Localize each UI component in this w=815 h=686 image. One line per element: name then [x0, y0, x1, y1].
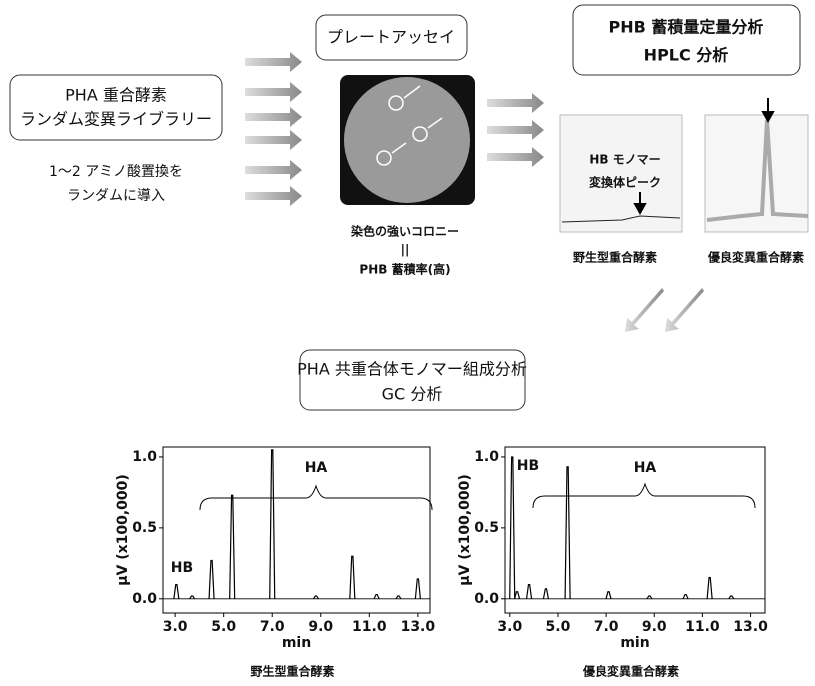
- y-tick-label: 0.5: [474, 520, 499, 536]
- peak: [270, 450, 275, 599]
- peak: [515, 592, 520, 599]
- y-tick-label: 0.5: [132, 520, 157, 536]
- gc-title: GC 分析: [382, 385, 443, 404]
- figure: PHA 重合酵素 ランダム変異ライブラリー 1～2 アミノ酸置換を ランダムに導…: [0, 0, 815, 686]
- x-tick-label: 3.0: [163, 619, 188, 635]
- plate-caption: PHB 蓄積率(高): [359, 262, 450, 277]
- hplc-title: PHB 蓄積量定量分析: [609, 18, 764, 37]
- x-tick-label: 11.0: [352, 619, 387, 635]
- hplc-caption: 優良変異重合酵素: [707, 250, 804, 265]
- x-tick-label: 9.0: [308, 619, 333, 635]
- y-axis-label: µV (x100,000): [457, 474, 473, 586]
- x-axis-label: min: [282, 635, 311, 651]
- x-tick-label: 3.0: [497, 619, 522, 635]
- chart-title: 野生型重合酵素: [250, 664, 334, 679]
- peak: [313, 596, 318, 599]
- x-tick-label: 11.0: [685, 619, 720, 635]
- peak: [190, 596, 195, 599]
- x-tick-label: 5.0: [546, 619, 571, 635]
- peak: [415, 579, 420, 599]
- hplc-caption: 野生型重合酵素: [573, 250, 657, 265]
- x-axis-label: min: [620, 635, 649, 651]
- x-tick-label: 5.0: [211, 619, 236, 635]
- y-tick-label: 0.0: [132, 591, 157, 607]
- peak: [527, 585, 532, 599]
- peak: [174, 585, 179, 599]
- plate-caption: 染色の強いコロニー: [350, 224, 459, 239]
- x-tick-label: 13.0: [733, 619, 768, 635]
- chart-title: 優良変異重合酵素: [582, 664, 679, 679]
- peak: [350, 556, 355, 599]
- peak: [565, 467, 570, 599]
- y-tick-label: 1.0: [132, 449, 157, 465]
- peak: [707, 578, 712, 599]
- peak: [729, 596, 734, 599]
- ha-bracket: [200, 486, 432, 510]
- peak: [209, 561, 214, 599]
- x-tick-label: 13.0: [401, 619, 436, 635]
- annotation: HA: [305, 460, 328, 476]
- annotation: HB: [171, 560, 193, 576]
- hplc-box: [573, 5, 800, 75]
- hplc-image: [560, 115, 682, 232]
- peak: [606, 592, 611, 599]
- annotation: HB: [517, 458, 539, 474]
- peak: [396, 596, 401, 599]
- peak: [510, 457, 515, 599]
- hplc-peak-label: HB モノマー: [589, 153, 660, 167]
- peak: [543, 589, 548, 599]
- y-tick-label: 0.0: [474, 591, 499, 607]
- hplc-title: HPLC 分析: [644, 46, 729, 65]
- y-tick-label: 1.0: [474, 449, 499, 465]
- library-note: 1～2 アミノ酸置換を: [49, 164, 183, 180]
- peak: [647, 596, 652, 599]
- peak: [374, 595, 379, 599]
- hplc-peak-label: 変換体ピーク: [589, 175, 661, 190]
- plate-caption: ||: [401, 243, 410, 257]
- peak: [230, 495, 235, 599]
- annotation: HA: [634, 460, 657, 476]
- peak: [683, 595, 688, 599]
- plot-frame: [163, 447, 430, 613]
- gc-title: PHA 共重合体モノマー組成分析: [297, 360, 527, 379]
- plate-title: プレートアッセイ: [327, 28, 455, 47]
- x-tick-label: 7.0: [594, 619, 619, 635]
- x-tick-label: 7.0: [260, 619, 285, 635]
- x-tick-label: 9.0: [642, 619, 667, 635]
- y-axis-label: µV (x100,000): [115, 474, 131, 586]
- library-note: ランダムに導入: [67, 188, 165, 204]
- library-title: ランダム変異ライブラリー: [20, 110, 212, 129]
- library-title: PHA 重合酵素: [65, 86, 167, 105]
